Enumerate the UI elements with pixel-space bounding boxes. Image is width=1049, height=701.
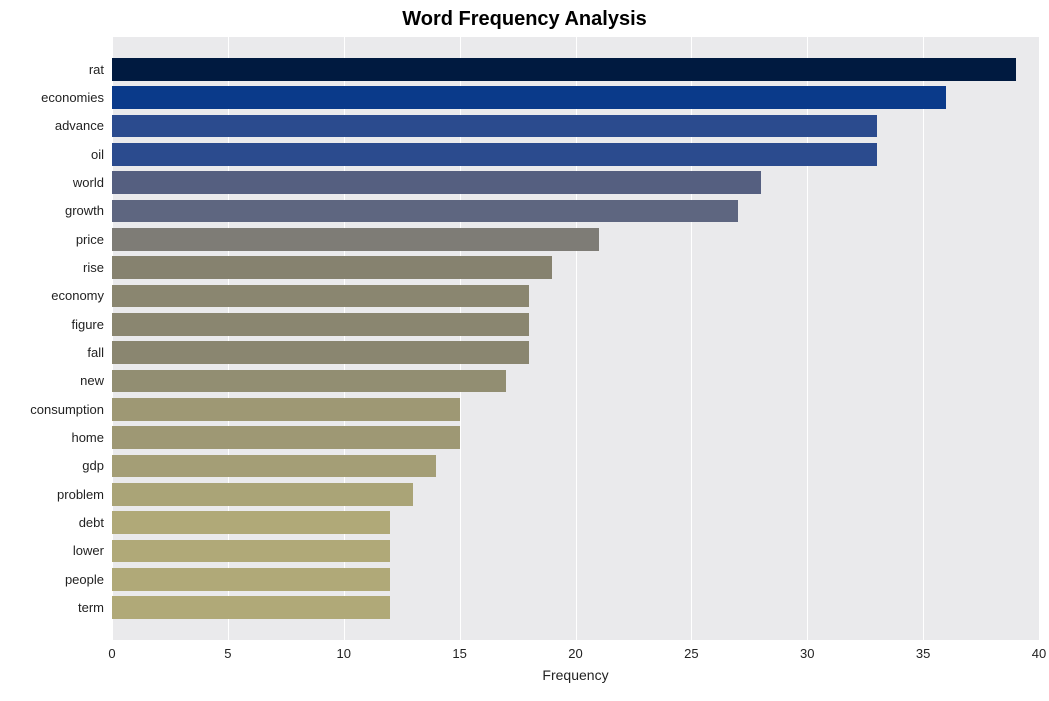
x-tick-label: 30 bbox=[800, 646, 814, 661]
y-tick-label: fall bbox=[87, 343, 104, 363]
bar bbox=[112, 58, 1016, 81]
bar bbox=[112, 228, 599, 251]
plot-inner bbox=[112, 37, 1039, 640]
bar bbox=[112, 455, 436, 478]
bar bbox=[112, 596, 390, 619]
y-tick-label: price bbox=[76, 230, 104, 250]
y-tick-label: debt bbox=[79, 513, 104, 533]
bar bbox=[112, 86, 946, 109]
y-tick-label: economies bbox=[41, 88, 104, 108]
bar bbox=[112, 483, 413, 506]
bar bbox=[112, 398, 460, 421]
x-tick-label: 5 bbox=[224, 646, 231, 661]
bar bbox=[112, 313, 529, 336]
x-tick-label: 0 bbox=[108, 646, 115, 661]
chart-title: Word Frequency Analysis bbox=[0, 8, 1049, 31]
y-tick-label: new bbox=[80, 371, 104, 391]
y-axis-labels: rat economies advance oil world growth price ri… bbox=[0, 37, 104, 640]
x-tick-label: 35 bbox=[916, 646, 930, 661]
grid-line bbox=[923, 37, 924, 640]
bar bbox=[112, 370, 506, 393]
y-tick-label: advance bbox=[55, 116, 104, 136]
bar bbox=[112, 568, 390, 591]
y-tick-label: people bbox=[65, 570, 104, 590]
bar bbox=[112, 115, 877, 138]
bar bbox=[112, 285, 529, 308]
bar bbox=[112, 143, 877, 166]
bar bbox=[112, 511, 390, 534]
plot-area bbox=[112, 37, 1039, 640]
bar bbox=[112, 200, 738, 223]
x-tick-label: 25 bbox=[684, 646, 698, 661]
x-axis-label: Frequency bbox=[112, 667, 1039, 683]
bar bbox=[112, 256, 552, 279]
y-tick-label: figure bbox=[71, 315, 104, 335]
y-tick-label: consumption bbox=[30, 400, 104, 420]
y-tick-label: problem bbox=[57, 485, 104, 505]
y-tick-label: lower bbox=[73, 541, 104, 561]
y-tick-label: rat bbox=[89, 60, 104, 80]
bar bbox=[112, 171, 761, 194]
y-tick-label: home bbox=[71, 428, 104, 448]
y-tick-label: term bbox=[78, 598, 104, 618]
y-tick-label: rise bbox=[83, 258, 104, 278]
y-tick-label: gdp bbox=[82, 456, 104, 476]
bar bbox=[112, 426, 460, 449]
x-tick-label: 40 bbox=[1032, 646, 1046, 661]
y-tick-label: growth bbox=[65, 201, 104, 221]
x-tick-label: 10 bbox=[337, 646, 351, 661]
x-tick-label: 20 bbox=[568, 646, 582, 661]
grid-line bbox=[1039, 37, 1040, 640]
y-tick-label: economy bbox=[51, 286, 104, 306]
y-tick-label: oil bbox=[91, 145, 104, 165]
word-frequency-chart: Word Frequency Analysis rat economies adva… bbox=[0, 0, 1049, 701]
y-tick-label: world bbox=[73, 173, 104, 193]
x-tick-label: 15 bbox=[452, 646, 466, 661]
bar bbox=[112, 341, 529, 364]
bar bbox=[112, 540, 390, 563]
